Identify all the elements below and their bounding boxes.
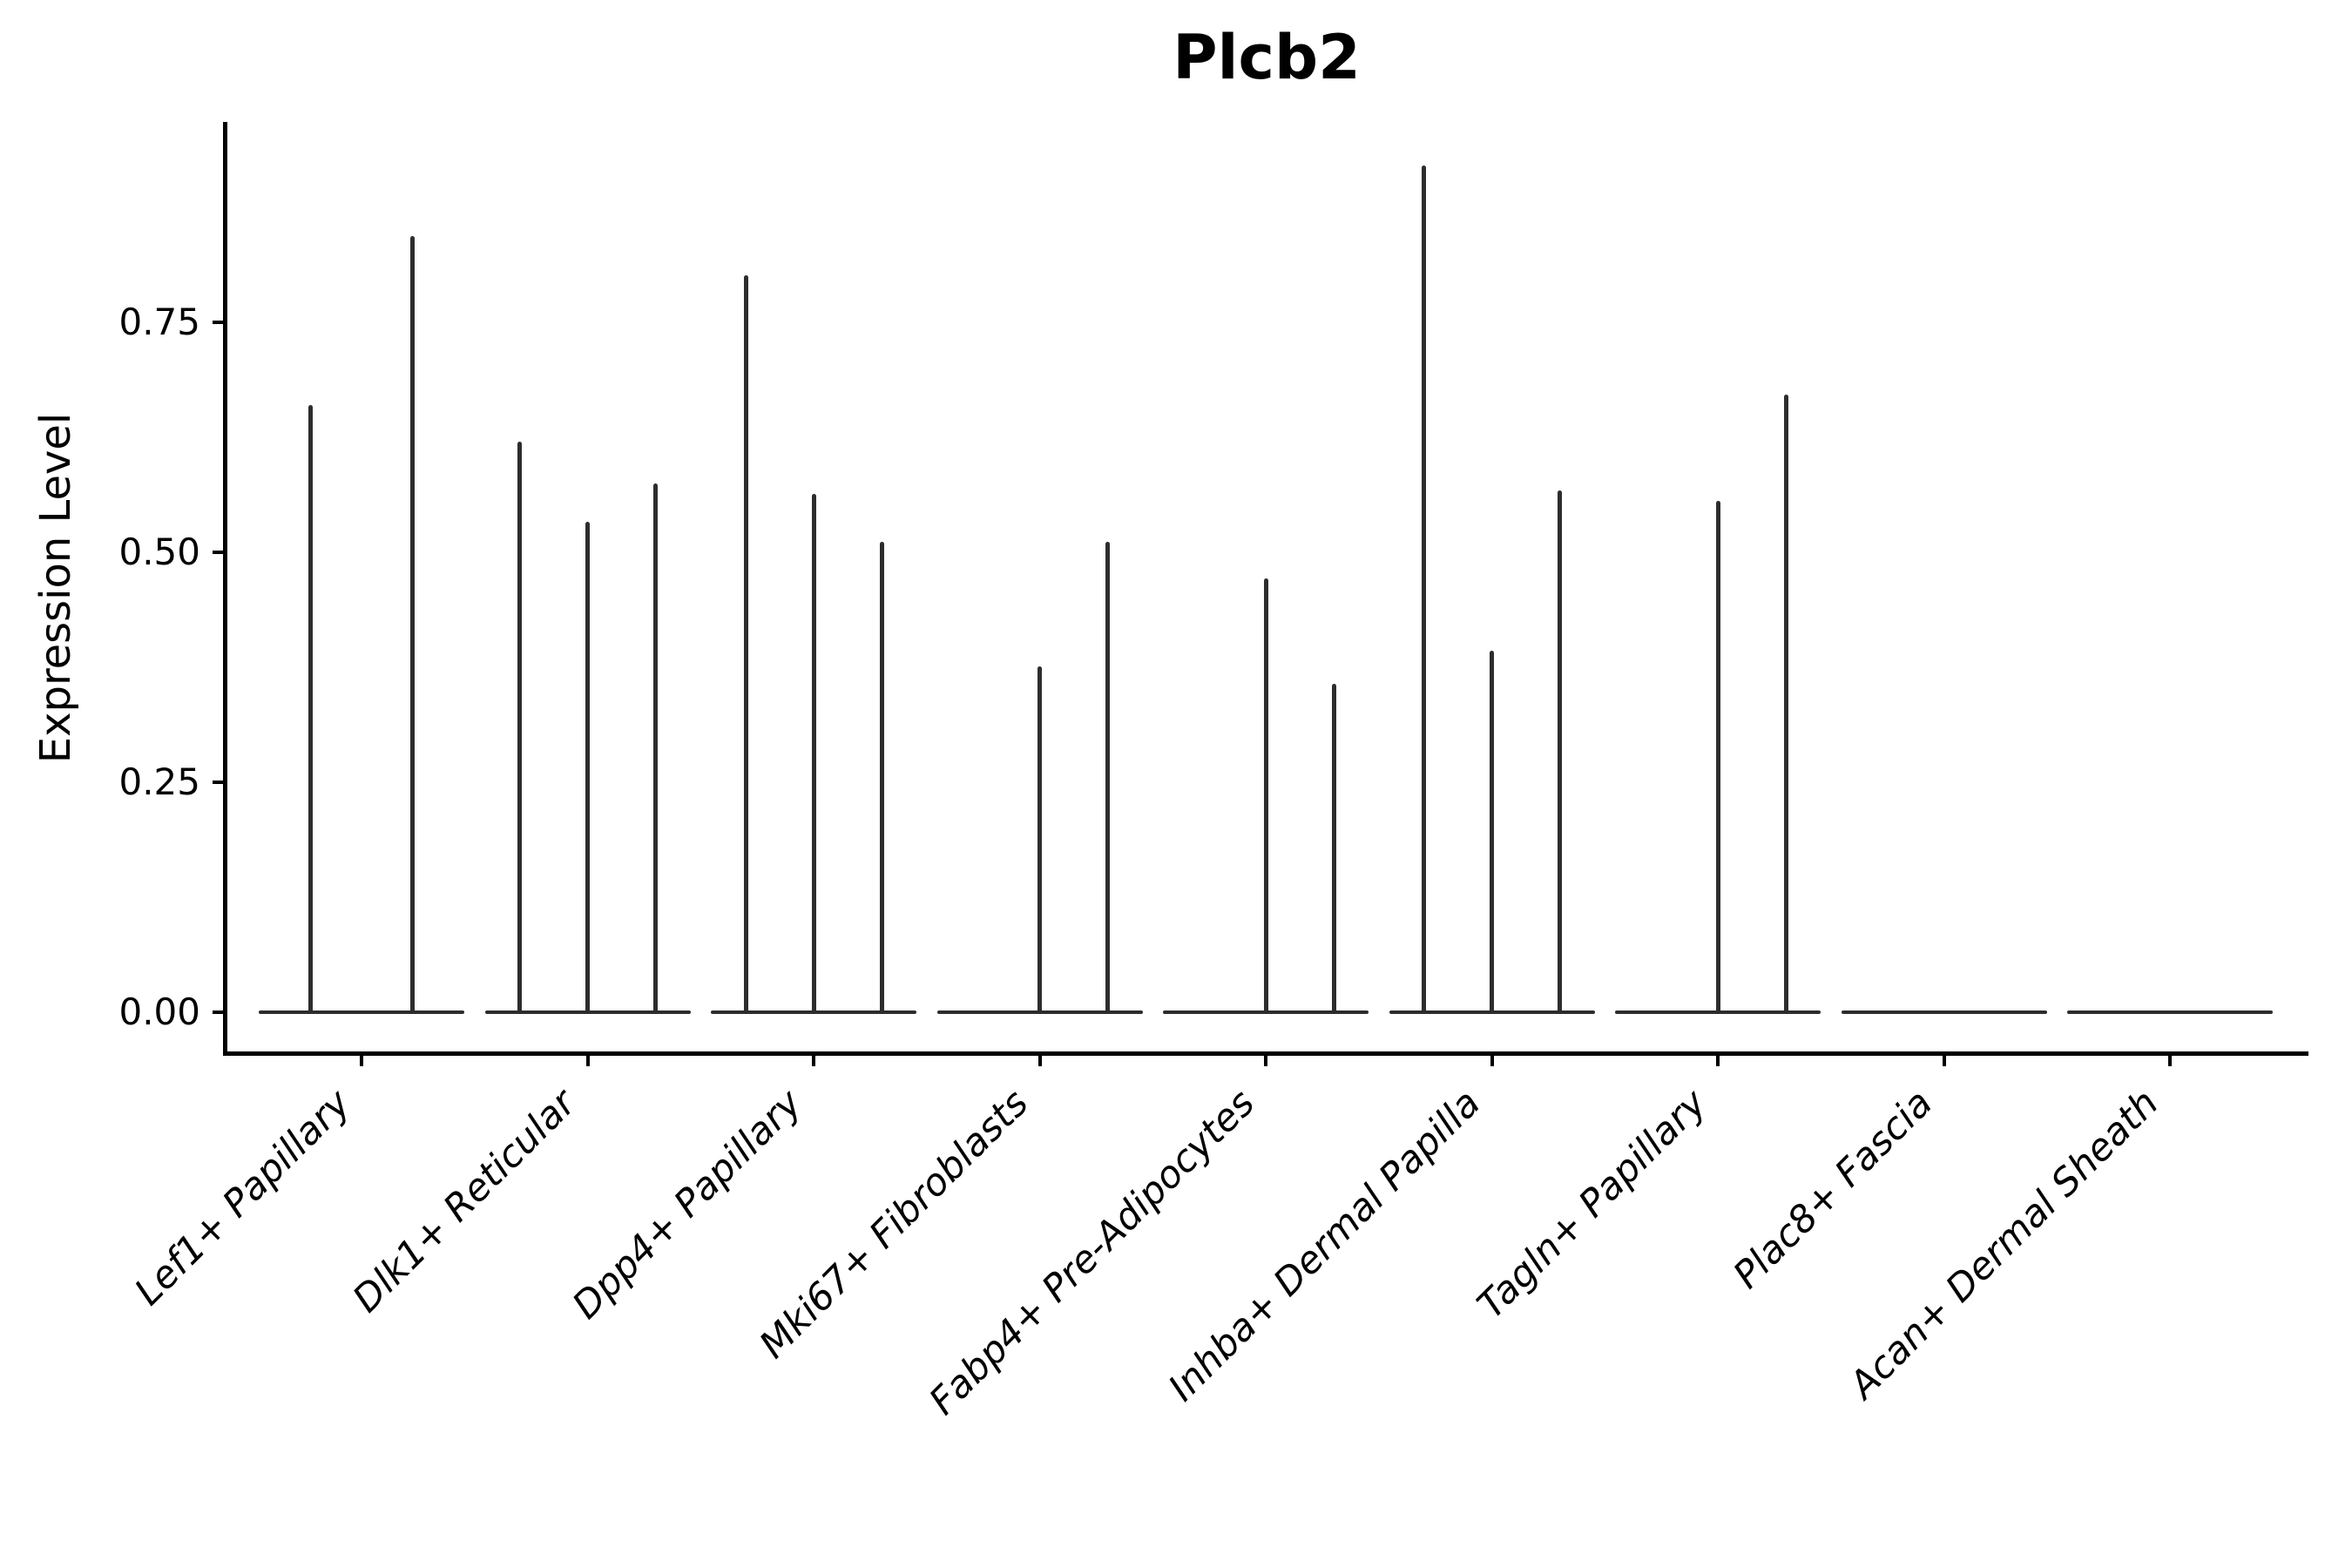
violin-spike bbox=[879, 541, 884, 1012]
chart-title: Plcb2 bbox=[1173, 22, 1361, 93]
violin-spike bbox=[1037, 666, 1042, 1012]
y-tick-mark bbox=[213, 551, 225, 555]
y-tick-mark bbox=[213, 1010, 225, 1014]
violin-baseline bbox=[936, 1010, 1143, 1015]
x-tick-mark bbox=[360, 1054, 363, 1066]
x-tick-label: Dlk1+ Reticular bbox=[345, 1081, 585, 1321]
violin-spike bbox=[1105, 541, 1110, 1012]
violin-baseline bbox=[1163, 1010, 1369, 1015]
y-axis-spine bbox=[223, 122, 227, 1056]
violin-baseline bbox=[259, 1010, 464, 1015]
violin-baseline bbox=[1615, 1010, 1821, 1015]
x-tick-label: Tagln+ Papillary bbox=[1469, 1081, 1715, 1328]
violin-baseline bbox=[484, 1010, 691, 1015]
x-tick-mark bbox=[1490, 1054, 1494, 1066]
violin-spike bbox=[653, 483, 658, 1012]
y-tick-mark bbox=[213, 781, 225, 785]
y-axis-label: Expression Level bbox=[31, 412, 80, 764]
x-tick-label: Lef1+ Papillary bbox=[125, 1081, 359, 1315]
violin-spike bbox=[743, 274, 748, 1012]
y-tick-mark bbox=[213, 321, 225, 325]
y-tick-label: 0.25 bbox=[118, 760, 200, 804]
x-axis-spine bbox=[223, 1051, 2308, 1056]
violin-baseline bbox=[711, 1010, 916, 1015]
violin-spike bbox=[308, 405, 313, 1012]
x-tick-mark bbox=[1942, 1054, 1946, 1066]
x-tick-mark bbox=[1037, 1054, 1042, 1066]
x-tick-mark bbox=[1264, 1054, 1267, 1066]
violin-spike bbox=[811, 493, 816, 1012]
violin-spike bbox=[1490, 651, 1494, 1012]
x-tick-mark bbox=[1716, 1054, 1720, 1066]
violin-spike bbox=[1558, 490, 1562, 1012]
violin-spike bbox=[1783, 394, 1788, 1012]
y-tick-label: 0.75 bbox=[118, 301, 200, 344]
violin-spike bbox=[585, 522, 590, 1012]
y-tick-label: 0.50 bbox=[118, 531, 200, 574]
x-tick-mark bbox=[585, 1054, 590, 1066]
violin-spike bbox=[1422, 165, 1426, 1012]
x-tick-label: Dpp4+ Papillary bbox=[564, 1081, 811, 1328]
y-tick-label: 0.00 bbox=[118, 990, 200, 1033]
violin-spike bbox=[410, 236, 415, 1012]
x-tick-label: Plac8+ Fascia bbox=[1725, 1081, 1942, 1298]
x-tick-mark bbox=[812, 1054, 815, 1066]
violin-spike bbox=[1331, 684, 1336, 1012]
violin-spike bbox=[1715, 501, 1720, 1012]
violin-spike bbox=[517, 441, 522, 1012]
violin-baseline bbox=[1389, 1010, 1595, 1015]
x-tick-mark bbox=[2168, 1054, 2172, 1066]
violin-baseline bbox=[2067, 1010, 2273, 1015]
violin-spike bbox=[1263, 578, 1268, 1012]
violin-baseline bbox=[1841, 1010, 2047, 1015]
